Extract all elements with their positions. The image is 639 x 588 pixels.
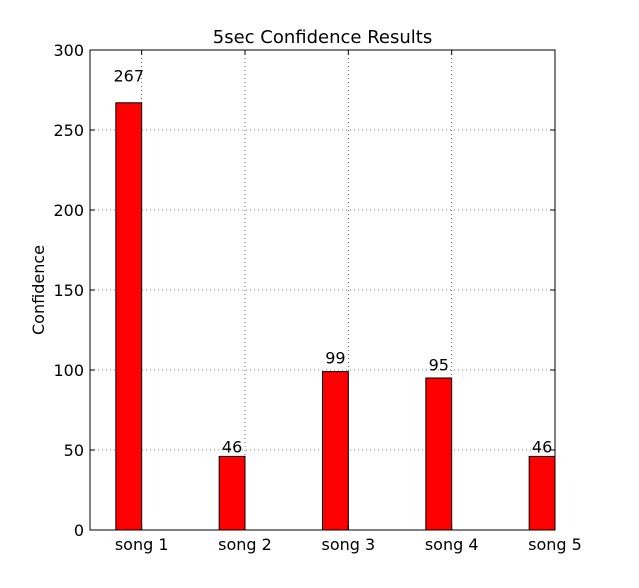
y-tick-label: 100 (53, 361, 84, 380)
y-tick-label: 0 (74, 521, 84, 540)
bar-song-1 (115, 102, 143, 531)
y-tick-label: 50 (64, 441, 84, 460)
bar-song-5 (528, 455, 556, 531)
data-label: 46 (532, 438, 552, 457)
y-axis-label: Confidence (29, 245, 48, 335)
data-label: 99 (325, 349, 345, 368)
data-label: 267 (113, 66, 144, 85)
chart-title: 5sec Confidence Results (213, 27, 432, 48)
data-label: 46 (222, 438, 242, 457)
x-tick-label: song 5 (528, 535, 582, 554)
bar-song-4 (425, 377, 453, 531)
y-tick-label: 250 (53, 121, 84, 140)
data-label: 95 (429, 355, 449, 374)
x-tick-label: song 4 (425, 535, 479, 554)
bar-song-3 (322, 371, 349, 531)
y-tick-label: 200 (53, 201, 84, 220)
y-tick-label: 150 (53, 281, 84, 300)
x-tick-label: song 3 (321, 535, 375, 554)
x-tick-label: song 1 (115, 535, 169, 554)
bar-song-2 (218, 455, 246, 531)
x-tick-label: song 2 (218, 535, 272, 554)
y-tick-label: 300 (53, 41, 84, 60)
